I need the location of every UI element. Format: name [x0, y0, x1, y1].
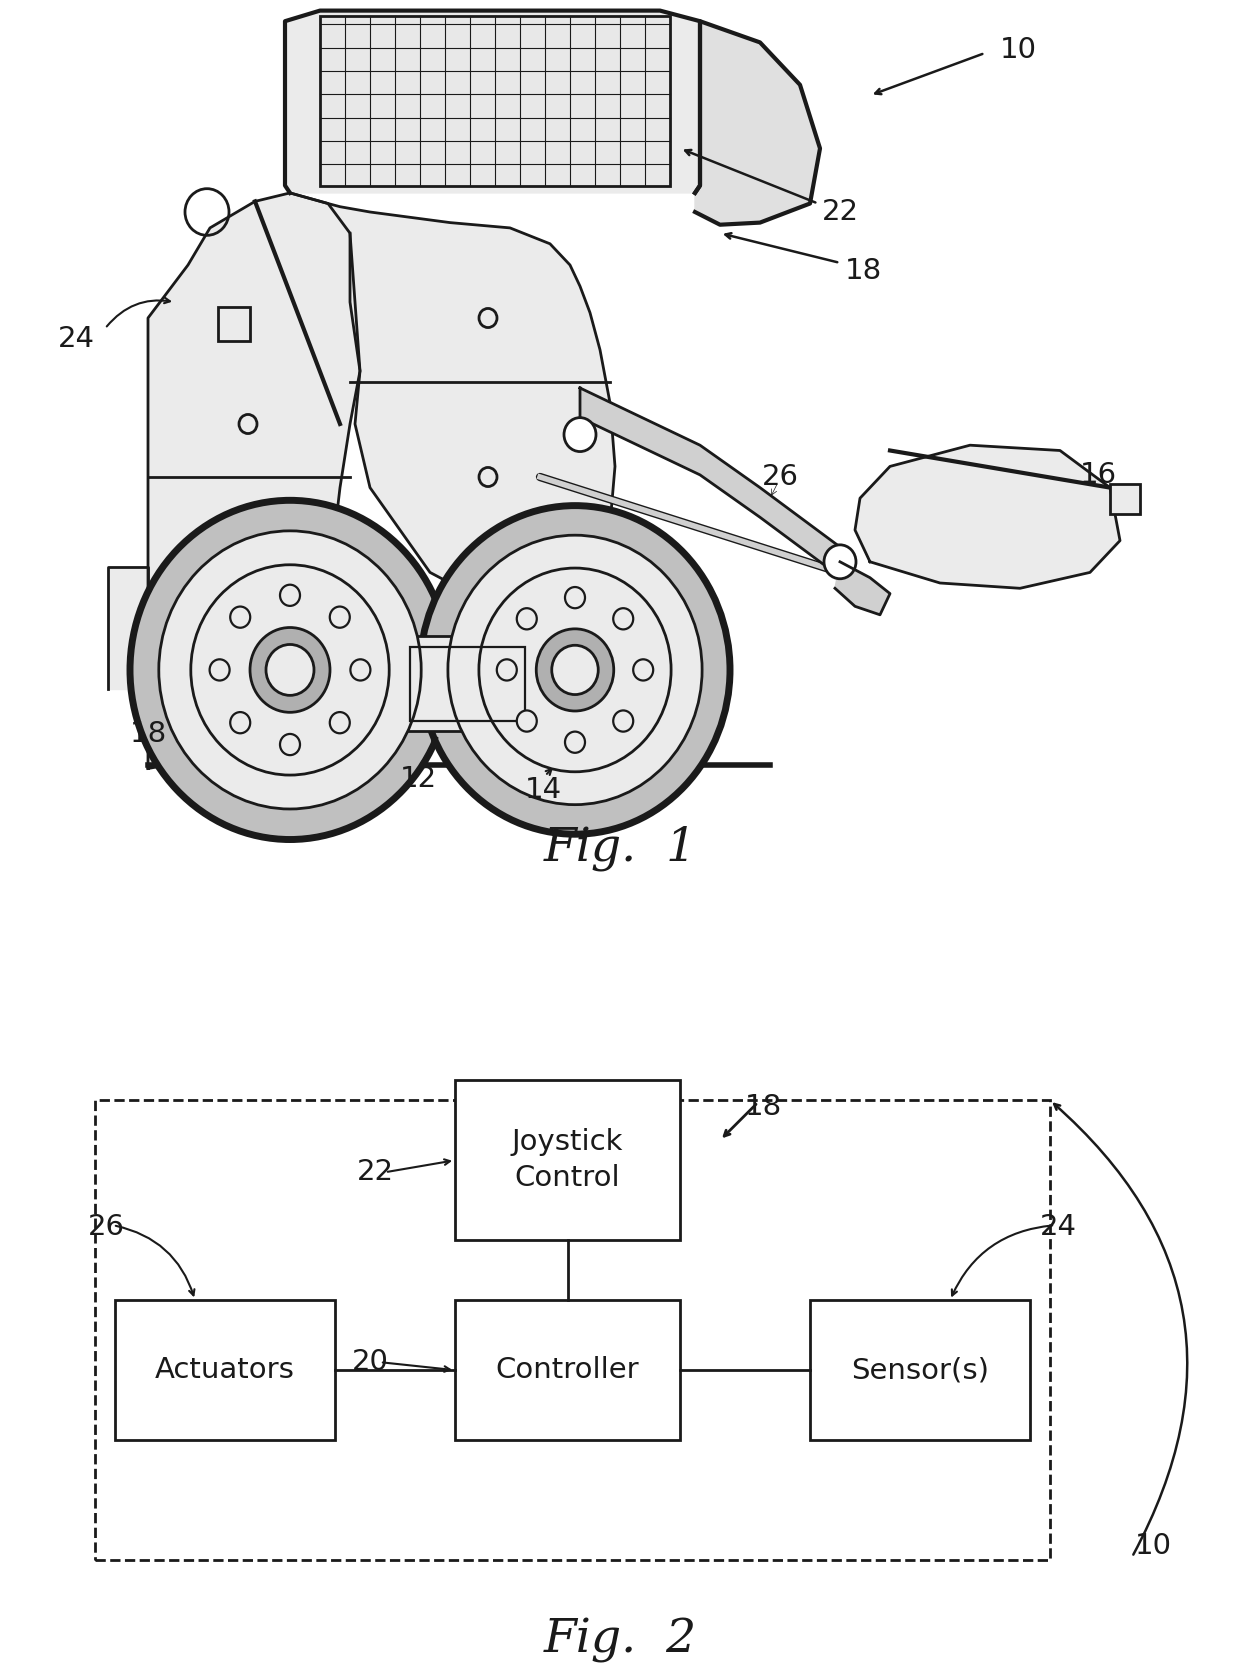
Polygon shape [856, 445, 1120, 588]
Polygon shape [108, 568, 148, 689]
Bar [115, 1300, 335, 1440]
Polygon shape [580, 388, 839, 576]
Circle shape [330, 712, 350, 732]
Text: 18: 18 [844, 257, 882, 286]
Text: 18: 18 [745, 1094, 782, 1121]
Circle shape [231, 712, 250, 732]
Text: 10: 10 [999, 35, 1037, 64]
Circle shape [517, 608, 537, 630]
Text: 24: 24 [58, 326, 95, 353]
Bar [455, 1300, 680, 1440]
Text: 22: 22 [822, 198, 859, 227]
Bar [455, 1080, 680, 1240]
Circle shape [159, 531, 422, 810]
Polygon shape [148, 193, 360, 768]
Circle shape [479, 568, 671, 771]
Circle shape [250, 628, 330, 712]
Circle shape [210, 659, 229, 680]
Circle shape [267, 645, 314, 696]
Text: Control: Control [515, 1164, 620, 1193]
Text: 10: 10 [1135, 1532, 1172, 1561]
Text: 22: 22 [357, 1158, 394, 1186]
Text: 12: 12 [401, 764, 438, 793]
Circle shape [130, 501, 450, 840]
Bar [320, 15, 670, 185]
Text: 24: 24 [1040, 1213, 1078, 1242]
Circle shape [614, 711, 634, 731]
Circle shape [191, 564, 389, 774]
Bar [218, 307, 250, 341]
Polygon shape [285, 10, 701, 193]
Circle shape [517, 711, 537, 731]
Circle shape [825, 544, 856, 578]
Bar [810, 1300, 1030, 1440]
Text: 14: 14 [525, 776, 562, 803]
Circle shape [614, 608, 634, 630]
Text: 18: 18 [129, 719, 166, 748]
Text: 20: 20 [352, 1347, 389, 1376]
Text: Controller: Controller [496, 1356, 640, 1384]
Circle shape [634, 659, 653, 680]
Circle shape [497, 659, 517, 680]
Text: 26: 26 [88, 1213, 125, 1242]
Circle shape [280, 585, 300, 606]
Text: Actuators: Actuators [155, 1356, 295, 1384]
Circle shape [565, 731, 585, 753]
Polygon shape [290, 193, 615, 605]
Text: 16: 16 [1080, 460, 1117, 489]
Circle shape [552, 645, 598, 694]
Circle shape [280, 734, 300, 754]
Circle shape [448, 536, 702, 805]
Circle shape [330, 606, 350, 628]
Circle shape [351, 659, 371, 680]
Circle shape [565, 586, 585, 608]
Text: Fig.  2: Fig. 2 [543, 1618, 697, 1663]
Text: Joystick: Joystick [512, 1129, 624, 1156]
Polygon shape [694, 22, 820, 225]
Circle shape [231, 606, 250, 628]
Circle shape [420, 506, 730, 835]
Bar [401, 637, 534, 731]
Polygon shape [835, 561, 890, 615]
Bar [95, 1100, 1050, 1561]
Bar [1110, 484, 1140, 514]
Circle shape [564, 418, 596, 452]
Text: Fig.  1: Fig. 1 [543, 825, 697, 870]
Circle shape [536, 628, 614, 711]
Text: Sensor(s): Sensor(s) [851, 1356, 990, 1384]
Text: 26: 26 [763, 464, 799, 491]
Bar [410, 647, 525, 721]
